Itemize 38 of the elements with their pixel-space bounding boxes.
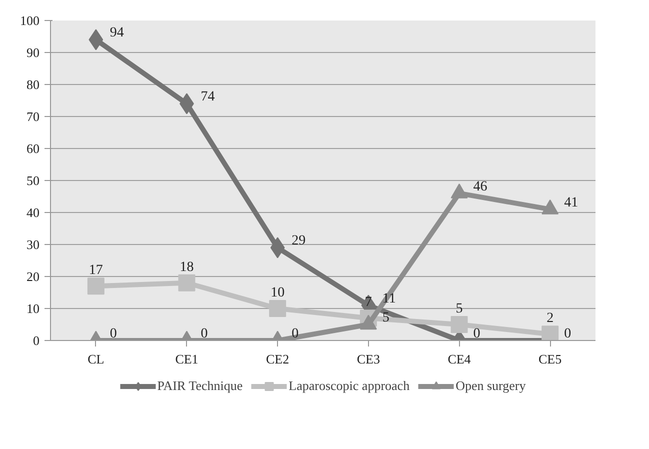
y-tick-label: 60 (26, 141, 40, 156)
data-label: 0 (564, 326, 572, 342)
y-tick-label: 70 (26, 109, 40, 124)
data-label: 0 (200, 326, 208, 342)
data-label: 0 (292, 326, 299, 342)
y-tick-label: 0 (33, 333, 40, 348)
y-tick-label: 80 (26, 77, 40, 92)
y-tick-label: 100 (20, 13, 40, 28)
legend-label: Open surgery (456, 378, 526, 394)
data-label: 5 (456, 302, 463, 316)
data-label: 7 (364, 295, 372, 310)
x-tick-label: CE4 (448, 352, 472, 366)
y-tick-label: 10 (26, 301, 40, 316)
data-label: 11 (382, 291, 396, 306)
legend-label: PAIR Technique (157, 378, 243, 394)
data-label: 0 (473, 326, 480, 342)
data-label: 2 (546, 311, 554, 326)
data-label: 5 (382, 310, 390, 326)
y-tick-label: 30 (26, 237, 40, 252)
data-label: 46 (473, 179, 488, 194)
y-tick-label: 20 (26, 269, 40, 284)
data-label: 74 (200, 90, 215, 105)
data-label: 18 (180, 260, 194, 275)
y-tick-label: 50 (26, 173, 40, 188)
data-label: 0 (110, 326, 117, 342)
x-tick-label: CE5 (538, 352, 562, 366)
y-tick-label: 40 (26, 205, 40, 220)
x-tick-label: CL (88, 352, 104, 366)
data-label: 94 (110, 26, 124, 41)
data-label: 41 (564, 195, 578, 210)
data-label: 29 (292, 234, 306, 249)
y-tick-label: 90 (26, 45, 40, 60)
legend-label: Laparoscopic approach (288, 378, 410, 394)
x-tick-label: CE2 (266, 352, 290, 366)
data-label: 17 (88, 263, 103, 278)
data-label: 10 (270, 286, 285, 300)
x-tick-label: CE3 (356, 352, 380, 366)
x-tick-label: CE1 (175, 352, 198, 366)
